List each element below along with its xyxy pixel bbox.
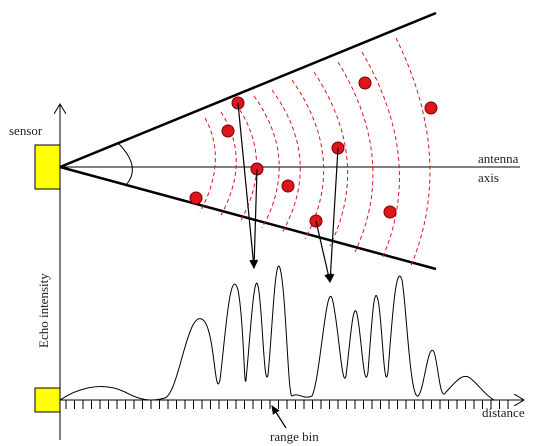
wavefront-10	[395, 37, 431, 269]
antenna-axis-label-line2: axis	[478, 170, 499, 185]
range-bin-pointer	[271, 405, 287, 429]
range-bin-ticks	[65, 400, 509, 409]
beam-upper-edge	[59, 11, 437, 169]
echo-arrows	[237, 102, 339, 283]
beam-angle-arc	[117, 142, 133, 186]
target-point	[358, 76, 372, 90]
echo-intensity-label: Echo intensity	[36, 273, 51, 348]
wavefront-1	[199, 117, 216, 213]
baseline-sensor-box	[34, 387, 61, 413]
wavefront-6	[291, 79, 325, 240]
wavefronts	[199, 37, 431, 269]
arrow-target-to-peak	[326, 147, 339, 283]
target-point	[424, 101, 438, 115]
sensor-box	[34, 144, 61, 190]
distance-label: distance	[482, 405, 525, 420]
echo-waveform	[59, 265, 495, 401]
arrow-target-to-peak	[315, 220, 333, 283]
arrow-target-to-peak	[237, 102, 258, 269]
wavefront-7	[313, 71, 349, 247]
antenna-axis-label-line1: antenna	[478, 151, 519, 166]
beam-lower-edge	[59, 165, 437, 271]
wavefront-3	[235, 103, 257, 223]
sensor-label: sensor	[9, 123, 43, 138]
wavefront-9	[361, 51, 400, 260]
target-point	[281, 179, 295, 193]
range-bin-label: range bin	[270, 429, 319, 444]
target-point	[383, 205, 397, 219]
wavefront-8	[337, 61, 374, 253]
target-point	[221, 124, 235, 138]
wavefront-5	[271, 89, 301, 234]
wavefront-4	[253, 95, 280, 229]
target-point	[189, 191, 203, 205]
arrow-target-to-peak	[250, 168, 259, 269]
